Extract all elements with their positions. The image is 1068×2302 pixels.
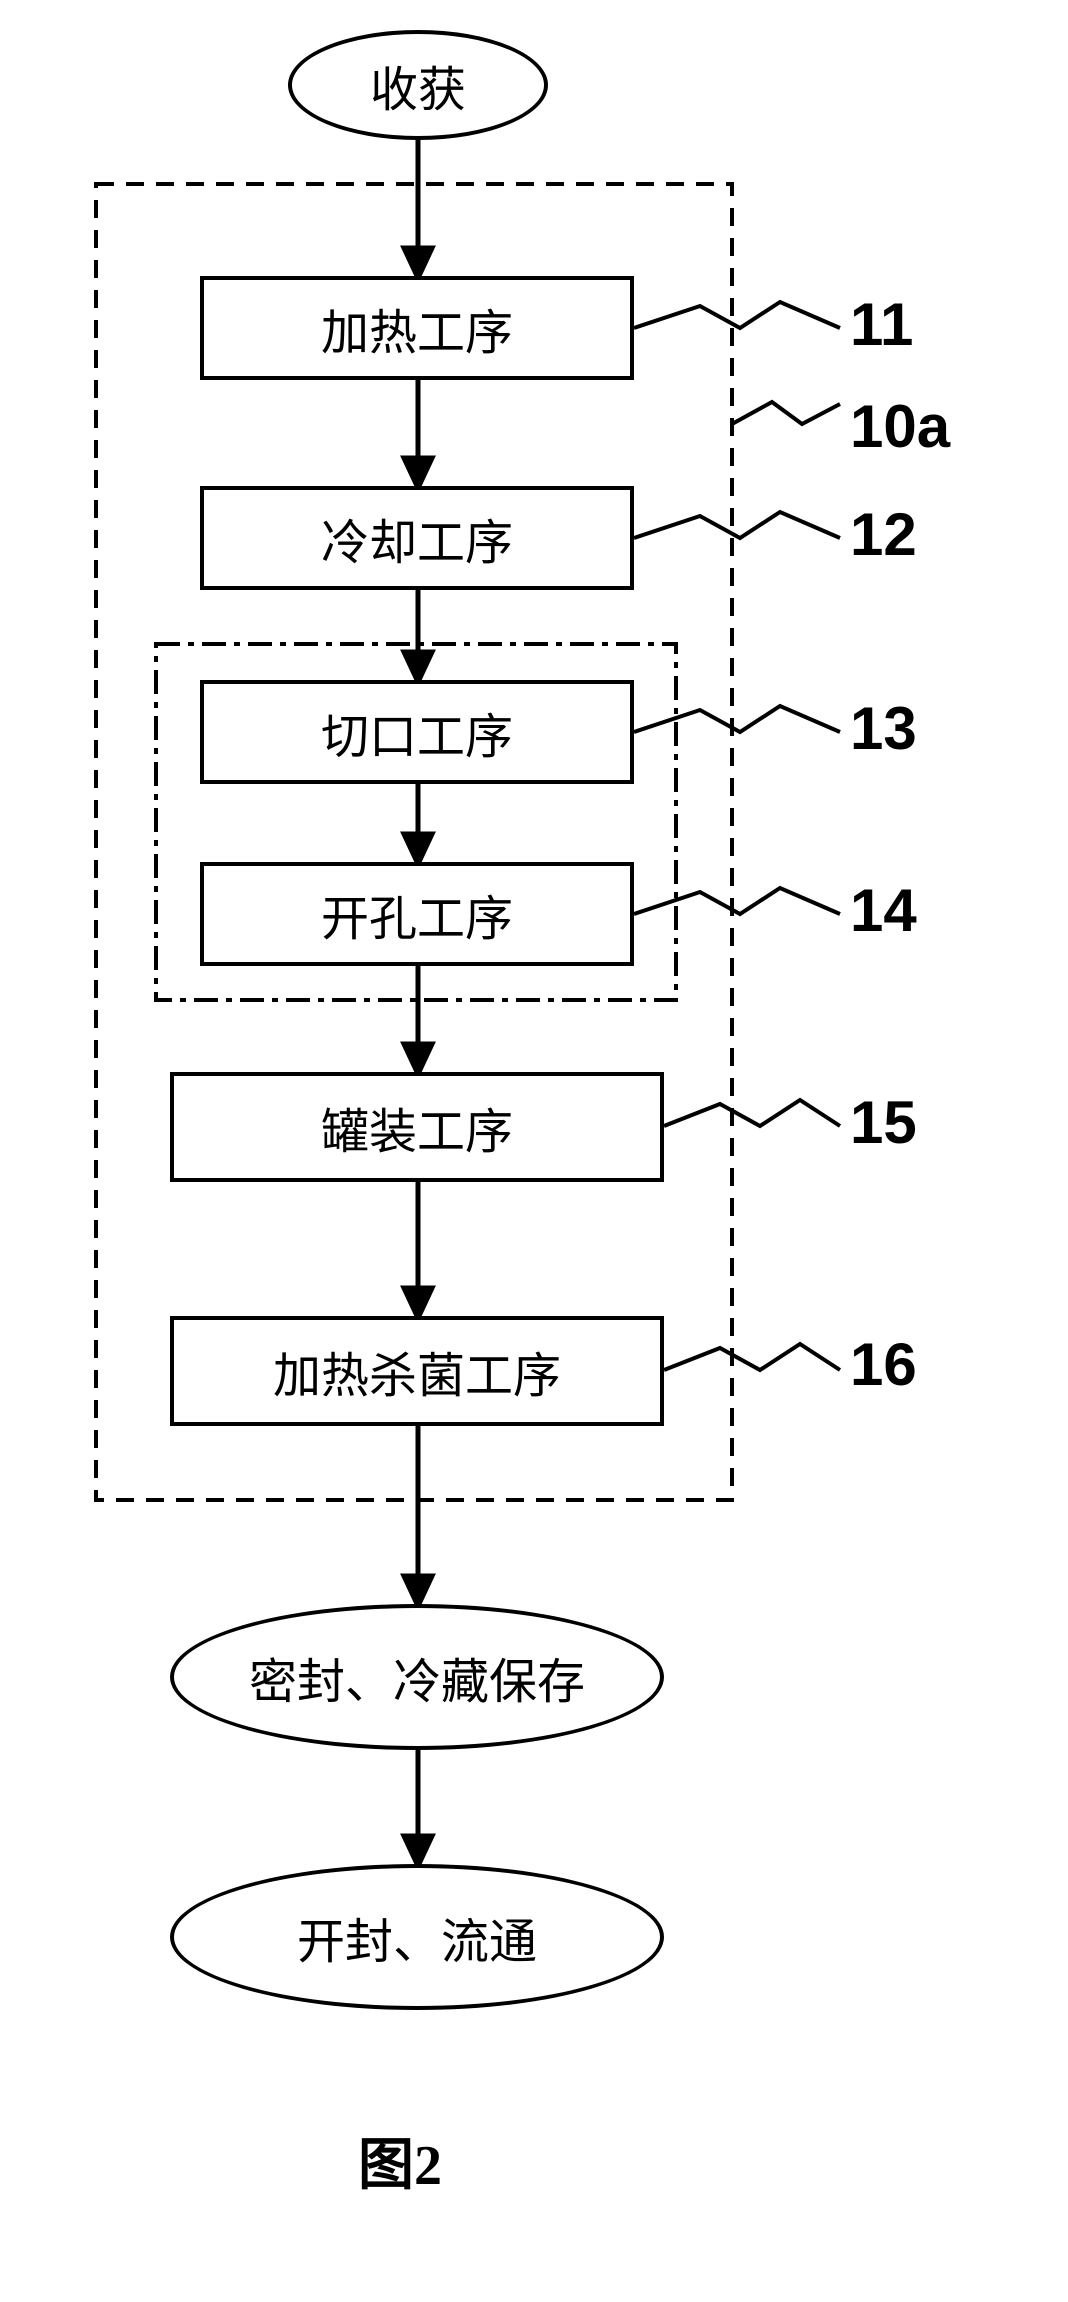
lead-14 — [634, 888, 840, 914]
num-label-13: 13 — [850, 694, 917, 763]
node-step-12: 冷却工序 — [200, 486, 634, 590]
num-label-16: 16 — [850, 1330, 917, 1399]
node-seal-label: 密封、冷藏保存 — [249, 1642, 585, 1712]
lead-11 — [634, 302, 840, 328]
node-seal: 密封、冷藏保存 — [170, 1604, 664, 1750]
arrow — [404, 140, 432, 278]
node-step-15: 罐装工序 — [170, 1072, 664, 1182]
node-step-14-label: 开孔工序 — [321, 879, 513, 949]
node-step-13: 切口工序 — [200, 680, 634, 784]
num-label-15: 15 — [850, 1088, 917, 1157]
figure-caption: 图2 — [358, 2120, 442, 2201]
arrow — [404, 1750, 432, 1866]
lead-10a — [732, 402, 840, 424]
arrow — [404, 1426, 432, 1606]
node-step-15-label: 罐装工序 — [321, 1092, 513, 1162]
num-label-12: 12 — [850, 500, 917, 569]
node-open-label: 开封、流通 — [297, 1902, 537, 1972]
node-step-14: 开孔工序 — [200, 862, 634, 966]
outer-dashed-box — [96, 184, 732, 1500]
diagram-canvas: 收获 加热工序 冷却工序 切口工序 开孔工序 罐装工序 加热杀菌工序 密封、冷藏… — [0, 0, 1068, 2302]
node-step-13-label: 切口工序 — [321, 697, 513, 767]
node-step-11: 加热工序 — [200, 276, 634, 380]
arrow — [404, 1182, 432, 1318]
arrow — [404, 590, 432, 682]
node-start-label: 收获 — [370, 50, 466, 120]
lead-15 — [664, 1100, 840, 1126]
arrow — [404, 966, 432, 1074]
label-leads — [634, 302, 840, 1370]
lead-12 — [634, 512, 840, 538]
node-step-12-label: 冷却工序 — [321, 503, 513, 573]
node-step-16: 加热杀菌工序 — [170, 1316, 664, 1426]
num-label-10a: 10a — [850, 392, 950, 461]
lead-13 — [634, 706, 840, 732]
num-label-11: 11 — [850, 290, 913, 359]
num-label-14: 14 — [850, 876, 917, 945]
arrow — [404, 380, 432, 488]
arrow — [404, 784, 432, 864]
node-step-11-label: 加热工序 — [321, 293, 513, 363]
lead-16 — [664, 1344, 840, 1370]
node-open: 开封、流通 — [170, 1864, 664, 2010]
node-start: 收获 — [288, 30, 548, 140]
node-step-16-label: 加热杀菌工序 — [273, 1336, 561, 1406]
